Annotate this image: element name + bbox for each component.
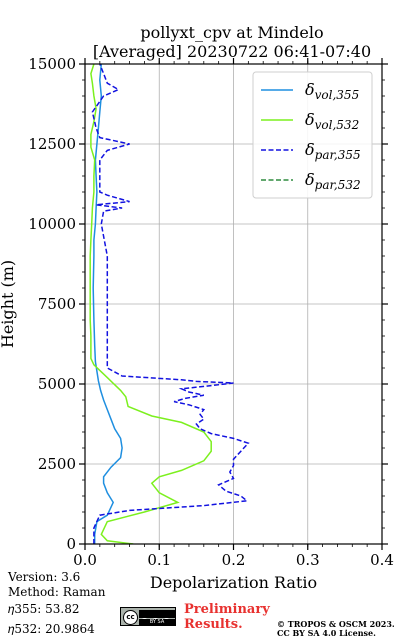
x-tick-label: 0.2 <box>222 551 246 569</box>
creative-commons-icon: cc BY SA <box>120 607 176 626</box>
x-tick-label: 0.3 <box>296 551 320 569</box>
x-axis-label: Depolarization Ratio <box>150 573 317 592</box>
eta355-text: 𝜂355: 53.82 <box>8 602 80 616</box>
y-tick-label: 7500 <box>38 295 76 313</box>
cc-icons <box>139 610 175 625</box>
axis-ticks: 0.0 0.1 0.2 0.3 0.4 0 2500 5000 7500 10000 12500 15… <box>28 55 394 569</box>
y-tick-label: 0 <box>66 535 76 553</box>
series-line-1 <box>92 64 123 544</box>
legend-label-2: δvol,532 <box>305 110 359 132</box>
chart-series <box>89 64 250 544</box>
legend-label-4: δpar,532 <box>305 170 361 192</box>
x-tick-label: 0.1 <box>147 551 171 569</box>
chart-title-line-2: [Averaged] 20230722 06:41-07:40 <box>93 42 371 61</box>
chart-title-line-1: pollyxt_cpv at Mindelo <box>140 23 323 42</box>
copyright-notice: © TROPOS & OSCM 2023. CC BY SA 4.0 Licen… <box>277 620 395 638</box>
preliminary-line-2: Results. <box>184 617 243 632</box>
eta532-text: 𝜂532: 20.9864 <box>8 622 95 636</box>
y-tick-label: 5000 <box>38 375 76 393</box>
series-line-3 <box>91 64 250 544</box>
x-tick-label: 0.0 <box>73 551 97 569</box>
chart-title: pollyxt_cpv at Mindelo[Averaged] 2023072… <box>93 23 371 61</box>
method-text: Method: Raman <box>8 585 106 599</box>
y-tick-label: 10000 <box>28 215 76 233</box>
legend-label-1: δvol,355 <box>305 80 359 102</box>
y-tick-label: 2500 <box>38 455 76 473</box>
chart-legend: δvol,355 δvol,532 δpar,355 δpar,532 <box>252 71 373 199</box>
preliminary-line-1: Preliminary <box>184 602 270 617</box>
legend-box <box>252 71 373 199</box>
preliminary-notice: Preliminary Results. <box>184 602 270 632</box>
copyright-line-2: CC BY SA 4.0 License. <box>277 628 376 638</box>
x-tick-label: 0.4 <box>370 551 394 569</box>
version-text: Version: 3.6 <box>8 570 81 584</box>
y-tick-label: 12500 <box>28 135 76 153</box>
legend-label-3: δpar,355 <box>305 140 361 162</box>
cc-badge-label: BY SA <box>139 619 175 625</box>
y-tick-label: 15000 <box>28 55 76 73</box>
series-line-2 <box>89 64 212 544</box>
copyright-line-1: © TROPOS & OSCM 2023. <box>277 619 395 629</box>
cc-badge-text: cc <box>123 610 138 625</box>
y-axis-label: Height (m) <box>0 260 17 348</box>
